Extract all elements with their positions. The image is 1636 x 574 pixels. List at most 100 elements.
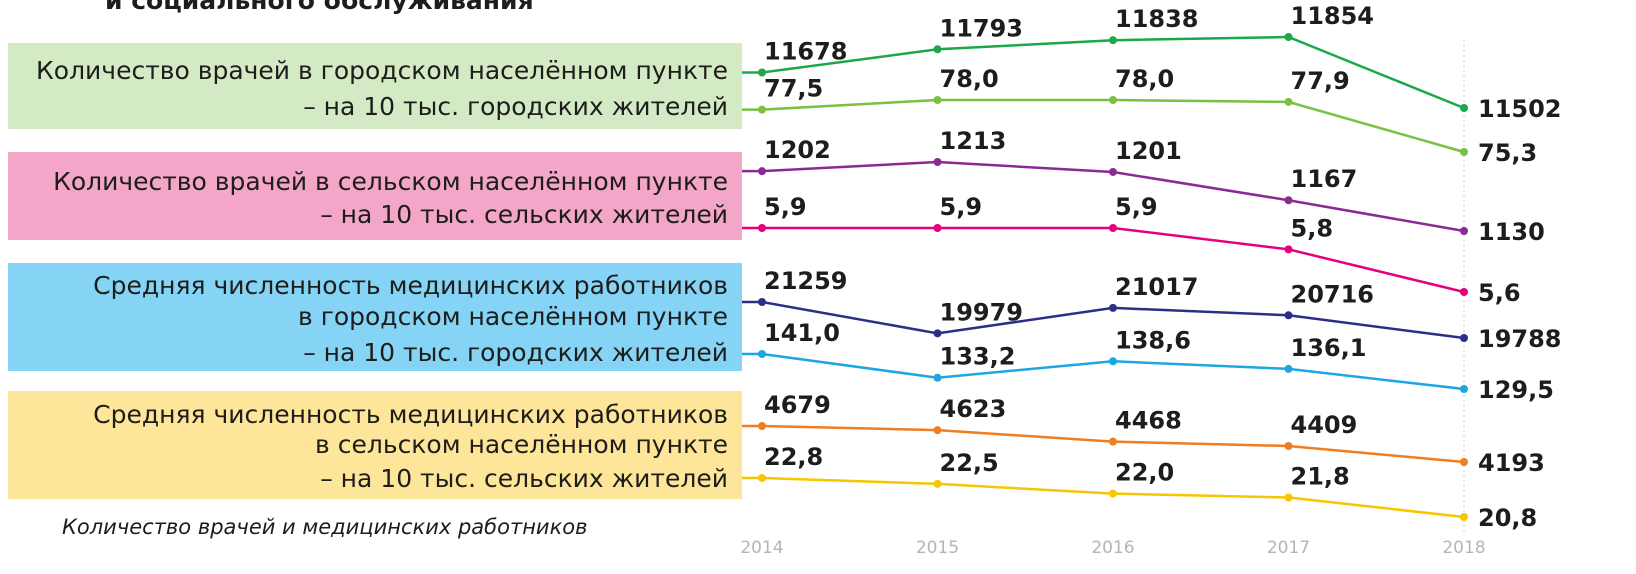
value-label: 19979 (940, 298, 1024, 326)
point (1109, 224, 1117, 232)
box-label: Количество врачей в городском населённом… (36, 56, 728, 85)
value-label: 22,0 (1115, 459, 1174, 487)
value-label: 77,5 (764, 75, 823, 103)
point (758, 474, 766, 482)
value-label: 1167 (1291, 165, 1358, 193)
value-label: 5,8 (1291, 214, 1334, 242)
value-label: 21,8 (1291, 463, 1350, 491)
point (1284, 97, 1293, 106)
value-label: 22,5 (940, 449, 999, 477)
value-label: 75,3 (1478, 139, 1537, 167)
point (1284, 33, 1293, 41)
value-label: 138,6 (1115, 326, 1191, 354)
title: и социального обслуживания (105, 0, 534, 15)
box-label: в сельском населённом пункте (315, 430, 728, 459)
point (933, 426, 942, 435)
point (758, 224, 766, 232)
value-label: 20,8 (1478, 504, 1537, 532)
label-box (8, 152, 742, 240)
value-label: 4193 (1478, 449, 1545, 477)
point (1284, 493, 1293, 502)
value-label: 4468 (1115, 407, 1182, 435)
label-box (8, 391, 742, 499)
point (758, 422, 766, 430)
footnote: Количество врачей и медицинских работник… (62, 515, 587, 539)
value-label: 11838 (1115, 5, 1199, 33)
box-label: Средняя численность медицинских работник… (93, 400, 728, 429)
point (933, 45, 942, 54)
point (1284, 196, 1293, 205)
point (1284, 364, 1293, 373)
point (1460, 385, 1468, 393)
point (758, 68, 766, 77)
point (933, 158, 942, 166)
value-label: 5,9 (940, 193, 983, 221)
value-label: 5,9 (764, 193, 807, 221)
year-label: 2015 (916, 538, 959, 558)
point (1284, 245, 1293, 254)
box-label: – на 10 тыс. сельских жителей (320, 200, 728, 229)
value-label: 1201 (1115, 137, 1182, 165)
box-label: в городском населённом пункте (298, 302, 728, 331)
point (1460, 334, 1468, 342)
value-label: 21259 (764, 267, 848, 295)
point (1460, 288, 1468, 296)
value-label: 136,1 (1291, 334, 1367, 362)
box-label: – на 10 тыс. сельских жителей (320, 464, 728, 493)
value-label: 133,2 (940, 343, 1016, 371)
value-label: 1213 (940, 127, 1007, 155)
point (933, 96, 942, 104)
point (1460, 104, 1468, 112)
point (933, 373, 942, 382)
value-label: 5,9 (1115, 193, 1158, 221)
box-label: – на 10 тыс. городских жителей (303, 92, 728, 121)
box-label: Количество врачей в сельском населённом … (53, 167, 728, 196)
box-label: Средняя численность медицинских работник… (93, 271, 728, 300)
year-label: 2017 (1267, 538, 1310, 558)
year-label: 2016 (1091, 538, 1134, 558)
value-label: 11678 (764, 38, 848, 66)
point (1109, 96, 1117, 104)
point (758, 105, 766, 114)
value-label: 19788 (1478, 325, 1562, 353)
year-label: 2018 (1442, 538, 1485, 558)
value-label: 4409 (1291, 411, 1358, 439)
box-label: – на 10 тыс. городских жителей (303, 338, 728, 367)
point (1460, 227, 1468, 235)
point (1109, 489, 1117, 498)
point (1460, 458, 1468, 466)
point (933, 224, 942, 232)
point (758, 350, 766, 358)
value-label: 1202 (764, 136, 831, 164)
value-label: 78,0 (940, 65, 999, 93)
point (1109, 303, 1117, 312)
point (1109, 357, 1117, 366)
year-label: 2014 (740, 538, 783, 558)
point (1109, 167, 1117, 176)
point (1109, 36, 1117, 45)
point (1460, 148, 1468, 156)
value-label: 20716 (1291, 280, 1375, 308)
value-label: 129,5 (1478, 376, 1554, 404)
value-label: 22,8 (764, 443, 823, 471)
value-label: 1130 (1478, 218, 1545, 246)
value-label: 4679 (764, 391, 831, 419)
point (758, 298, 766, 306)
value-label: 141,0 (764, 319, 840, 347)
point (1109, 437, 1117, 446)
value-label: 78,0 (1115, 65, 1174, 93)
value-label: 5,6 (1478, 279, 1521, 307)
label-box (8, 263, 742, 371)
point (933, 329, 942, 338)
value-label: 11502 (1478, 95, 1562, 123)
point (758, 167, 766, 176)
value-label: 11854 (1291, 2, 1375, 30)
value-label: 4623 (940, 395, 1007, 423)
value-label: 11793 (940, 14, 1024, 42)
point (1460, 513, 1468, 521)
value-label: 77,9 (1291, 67, 1350, 95)
point (1284, 311, 1293, 320)
point (933, 479, 942, 488)
value-label: 21017 (1115, 273, 1199, 301)
